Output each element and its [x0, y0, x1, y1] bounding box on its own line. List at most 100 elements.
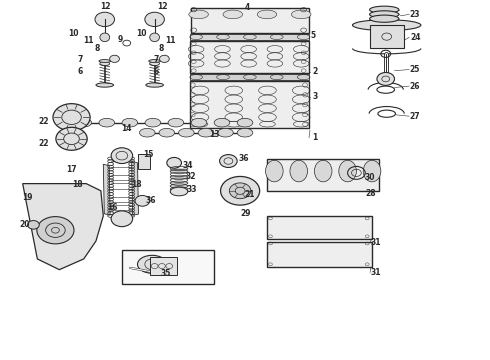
Text: 12: 12: [100, 2, 111, 11]
Text: 11: 11: [83, 36, 94, 45]
Bar: [190, 34, 310, 40]
Ellipse shape: [100, 33, 110, 42]
Ellipse shape: [96, 83, 114, 87]
Text: 19: 19: [23, 193, 33, 202]
Text: 2: 2: [312, 67, 318, 76]
Bar: [190, 41, 310, 73]
Text: 36: 36: [239, 154, 249, 163]
Text: 5: 5: [311, 31, 316, 40]
Ellipse shape: [218, 129, 233, 137]
Text: 25: 25: [410, 65, 420, 74]
Text: 6: 6: [77, 67, 82, 76]
Ellipse shape: [363, 160, 381, 182]
Ellipse shape: [377, 72, 394, 85]
Text: 1: 1: [312, 133, 318, 142]
Ellipse shape: [220, 176, 260, 205]
Text: 12: 12: [157, 2, 167, 11]
Ellipse shape: [159, 55, 169, 62]
Text: 20: 20: [20, 220, 30, 229]
Ellipse shape: [369, 11, 399, 18]
Bar: [267, 242, 372, 267]
Text: 4: 4: [245, 4, 250, 13]
Ellipse shape: [257, 10, 277, 19]
Ellipse shape: [99, 59, 111, 62]
Ellipse shape: [189, 10, 208, 19]
Ellipse shape: [237, 118, 253, 127]
Ellipse shape: [339, 160, 356, 182]
Ellipse shape: [150, 33, 159, 42]
Text: 16: 16: [107, 203, 117, 212]
Ellipse shape: [170, 187, 188, 196]
Ellipse shape: [111, 148, 133, 163]
Polygon shape: [23, 184, 103, 270]
Ellipse shape: [100, 61, 110, 66]
Text: 22: 22: [38, 117, 49, 126]
Ellipse shape: [168, 118, 184, 127]
Ellipse shape: [145, 12, 164, 27]
Text: 28: 28: [366, 189, 376, 198]
Text: 3: 3: [312, 93, 318, 102]
Text: 15: 15: [143, 150, 153, 159]
Text: 29: 29: [241, 209, 251, 218]
Text: 14: 14: [122, 124, 132, 133]
Ellipse shape: [266, 160, 283, 182]
Ellipse shape: [198, 129, 214, 137]
Text: 11: 11: [166, 36, 176, 45]
Text: 8: 8: [158, 44, 164, 53]
Ellipse shape: [76, 118, 92, 127]
Text: 35: 35: [161, 270, 171, 279]
Ellipse shape: [110, 55, 120, 62]
Ellipse shape: [290, 160, 308, 182]
Text: 22: 22: [38, 139, 49, 148]
Text: 18: 18: [73, 180, 83, 189]
Text: 30: 30: [365, 173, 375, 182]
Ellipse shape: [27, 221, 39, 229]
Ellipse shape: [214, 118, 230, 127]
Ellipse shape: [145, 118, 161, 127]
Ellipse shape: [140, 129, 155, 137]
Ellipse shape: [95, 12, 115, 27]
Text: 13: 13: [209, 130, 220, 139]
Ellipse shape: [99, 118, 115, 127]
Ellipse shape: [167, 157, 181, 168]
Ellipse shape: [369, 6, 399, 13]
Text: 7: 7: [153, 55, 159, 64]
Text: 9: 9: [118, 35, 123, 44]
Text: 27: 27: [410, 112, 420, 121]
Ellipse shape: [223, 10, 243, 19]
Ellipse shape: [122, 118, 138, 127]
Ellipse shape: [292, 10, 311, 19]
Bar: [150, 257, 176, 275]
Polygon shape: [103, 164, 110, 215]
Bar: [138, 154, 150, 168]
Ellipse shape: [237, 129, 253, 137]
Bar: [267, 158, 379, 191]
Text: 36: 36: [146, 196, 156, 205]
Text: 8: 8: [95, 44, 100, 53]
Ellipse shape: [352, 20, 421, 31]
Ellipse shape: [56, 127, 87, 150]
Text: 32: 32: [186, 172, 196, 181]
Text: 17: 17: [66, 165, 77, 174]
Ellipse shape: [159, 129, 174, 137]
Text: 10: 10: [136, 29, 147, 38]
Ellipse shape: [111, 211, 133, 227]
Text: 31: 31: [371, 268, 381, 277]
Text: 24: 24: [411, 33, 421, 42]
Ellipse shape: [138, 255, 167, 273]
Ellipse shape: [150, 61, 159, 66]
Bar: [122, 250, 214, 284]
Ellipse shape: [146, 83, 163, 87]
Text: 21: 21: [245, 190, 255, 199]
Bar: [267, 216, 372, 239]
Text: 6: 6: [153, 67, 159, 76]
Ellipse shape: [37, 217, 74, 244]
Ellipse shape: [220, 154, 237, 167]
Text: 31: 31: [371, 238, 381, 247]
Bar: [191, 8, 309, 33]
Ellipse shape: [229, 183, 251, 199]
Text: 23: 23: [410, 10, 420, 19]
Bar: [369, 25, 404, 49]
Polygon shape: [132, 161, 139, 215]
Text: 7: 7: [77, 55, 82, 64]
